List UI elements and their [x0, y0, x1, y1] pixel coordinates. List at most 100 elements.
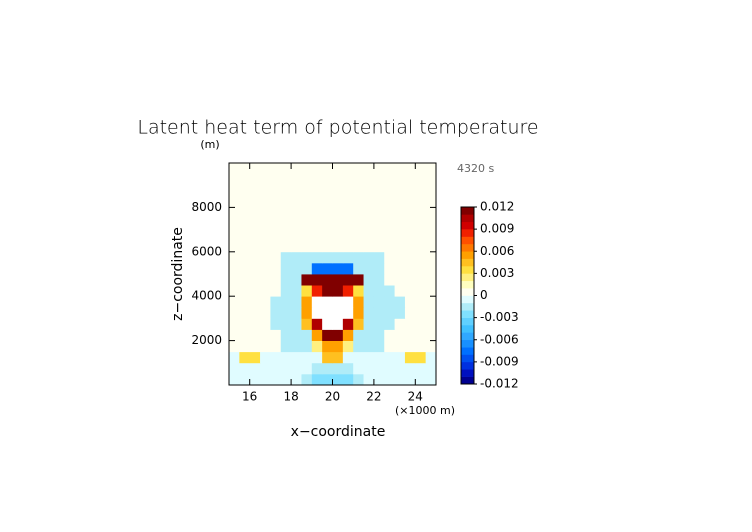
heat-cell [291, 185, 302, 197]
heat-cell [332, 240, 344, 253]
heat-cell [322, 318, 333, 330]
heat-cell [280, 218, 292, 230]
heat-cell [291, 307, 302, 319]
heat-cell [249, 185, 261, 197]
heat-cell [353, 196, 364, 208]
heat-cell [342, 362, 354, 375]
heat-cell [342, 285, 354, 297]
heat-cell [394, 340, 406, 353]
heat-cell [249, 285, 261, 297]
heat-cell [280, 274, 292, 286]
heat-cell [415, 296, 427, 308]
heat-cell [332, 174, 344, 186]
heat-cell [291, 196, 302, 208]
heat-cell [249, 362, 261, 375]
heat-cell [311, 196, 323, 208]
colorbar-band [461, 280, 474, 289]
heat-cell [249, 318, 261, 330]
heat-cell [425, 207, 437, 219]
colorbar-tick-label: -0.009 [480, 354, 519, 368]
heat-cell [384, 362, 395, 375]
heat-cell [404, 362, 416, 375]
colorbar-tick-label: 0 [480, 288, 488, 302]
colorbar-band [461, 207, 474, 215]
heat-cell [260, 329, 271, 341]
heat-cell [384, 373, 395, 386]
heat-cell [415, 329, 427, 341]
heat-cell [291, 285, 302, 297]
heat-cell [384, 218, 395, 230]
heat-cell [394, 262, 406, 275]
heat-cell [322, 362, 333, 375]
heat-cell [229, 218, 240, 230]
heat-cell [291, 296, 302, 308]
heat-cell [280, 196, 292, 208]
heat-cell [239, 251, 251, 264]
y-axis-label: z−coordinate [170, 227, 186, 321]
heat-cell [394, 318, 406, 330]
colorbar-band [461, 266, 474, 274]
heat-cell [415, 218, 427, 230]
heat-cell [342, 274, 354, 286]
heat-cell [373, 296, 385, 308]
colorbar-tick-label: 0.006 [480, 244, 514, 258]
heat-cell [322, 329, 333, 341]
heat-cell [363, 296, 375, 308]
heat-cell [415, 262, 427, 275]
heat-cell [270, 318, 282, 330]
heat-cell [270, 307, 282, 319]
heat-cell [291, 318, 302, 330]
heat-cell [301, 163, 313, 175]
heat-cell [229, 318, 240, 330]
heat-cell [301, 229, 313, 242]
heat-cell [229, 362, 240, 375]
heat-cell [239, 373, 251, 386]
y-tick-label: 8000 [191, 200, 222, 214]
heat-cell [415, 274, 427, 286]
heat-cell [404, 185, 416, 197]
heat-cell [394, 229, 406, 242]
heat-cell [373, 307, 385, 319]
heat-cell [363, 373, 375, 386]
heat-cell [353, 207, 364, 219]
heat-cell [270, 207, 282, 219]
heat-cell [280, 318, 292, 330]
heat-cell [239, 163, 251, 175]
heat-cell [373, 163, 385, 175]
heat-cell [404, 296, 416, 308]
heat-cell [249, 207, 261, 219]
colorbar-band [461, 317, 474, 326]
heat-cell [373, 329, 385, 341]
heat-cell [291, 262, 302, 275]
heat-cell [384, 340, 395, 353]
heat-cell [342, 207, 354, 219]
heat-cell [229, 196, 240, 208]
heat-cell [404, 373, 416, 386]
heat-cell [332, 207, 344, 219]
heat-cell [291, 329, 302, 341]
heat-cell [332, 251, 344, 264]
heat-cell [363, 351, 375, 364]
heat-cell [229, 229, 240, 242]
heat-cell [425, 318, 437, 330]
colorbar-band [461, 310, 474, 318]
heat-cell [229, 340, 240, 353]
heat-cell [291, 340, 302, 353]
heat-cell [353, 174, 364, 186]
heat-cell [342, 251, 354, 264]
heat-cell [239, 318, 251, 330]
heat-cell [363, 240, 375, 253]
heat-cell [311, 262, 323, 275]
heat-cell [373, 362, 385, 375]
heat-cell [291, 174, 302, 186]
heat-cell [249, 251, 261, 264]
heat-cell [270, 163, 282, 175]
heat-cell [322, 163, 333, 175]
heat-cell [322, 274, 333, 286]
heat-cell [270, 340, 282, 353]
heat-cell [270, 229, 282, 242]
heat-cell [425, 329, 437, 341]
heat-cell [394, 373, 406, 386]
heat-cell [322, 251, 333, 264]
